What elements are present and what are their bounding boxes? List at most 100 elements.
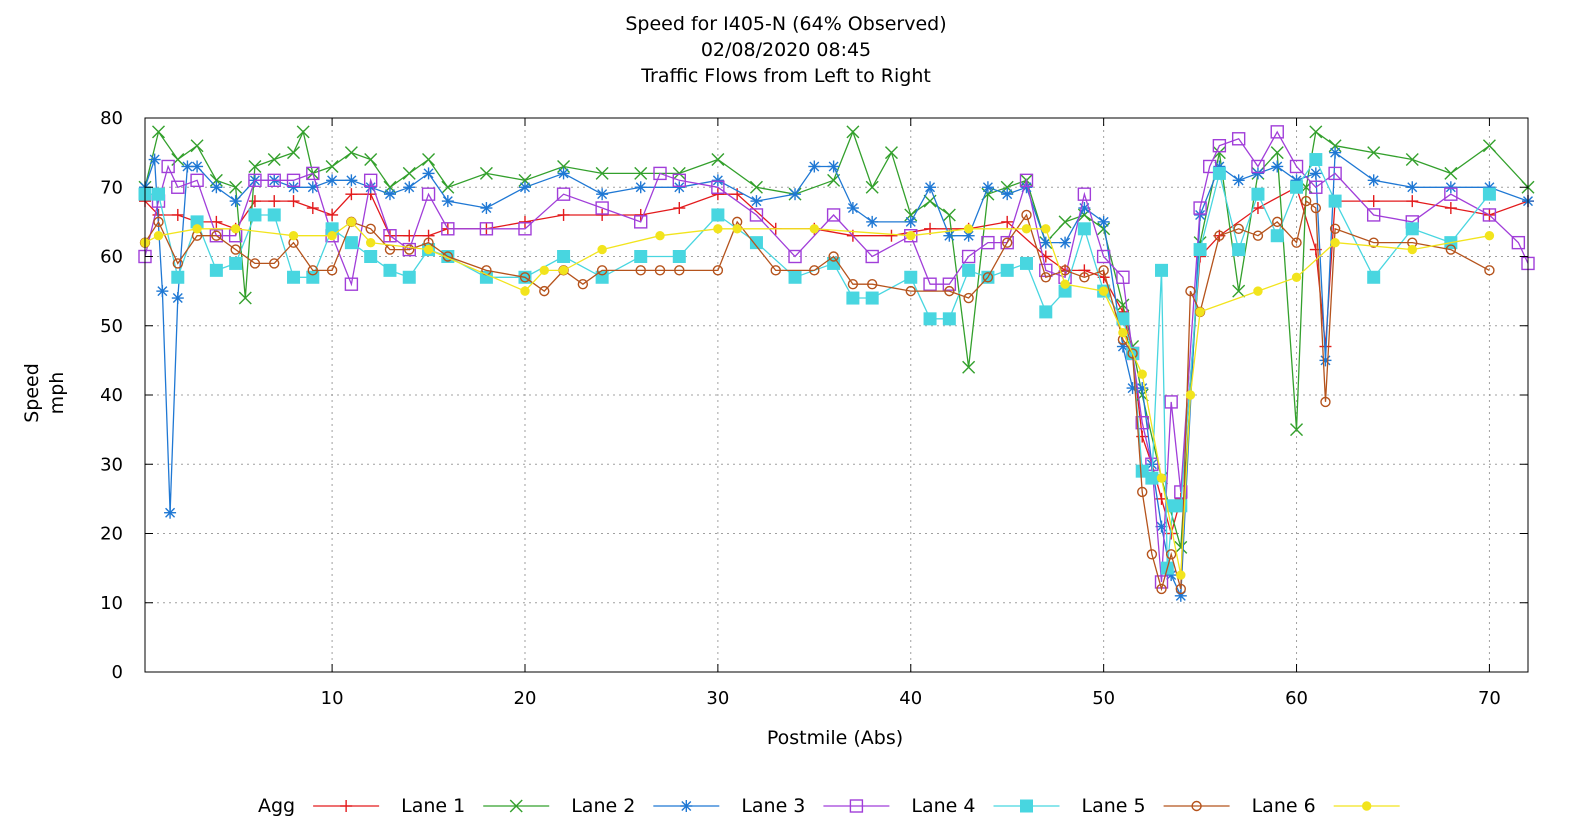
data-point xyxy=(1309,125,1323,139)
x-tick-label: 40 xyxy=(899,688,922,709)
data-point xyxy=(365,223,376,235)
data-point xyxy=(479,166,493,180)
data-point xyxy=(865,291,879,305)
data-point xyxy=(1444,166,1458,180)
data-point xyxy=(1232,174,1245,187)
data-point xyxy=(1156,583,1167,595)
data-point xyxy=(1127,348,1138,359)
data-point xyxy=(229,256,243,270)
data-point xyxy=(364,250,378,263)
data-point xyxy=(1232,243,1246,257)
data-point xyxy=(962,263,976,277)
data-point xyxy=(365,237,376,248)
data-point xyxy=(1290,423,1304,437)
data-point xyxy=(865,180,879,194)
data-point xyxy=(1212,166,1226,180)
legend-item: Lane 4 xyxy=(911,795,1060,817)
data-point xyxy=(1145,471,1159,485)
data-point xyxy=(1193,201,1207,215)
data-point xyxy=(1405,153,1419,167)
data-point xyxy=(577,279,589,290)
data-point xyxy=(344,277,359,291)
data-point xyxy=(1251,167,1264,180)
data-point xyxy=(711,188,724,201)
data-point xyxy=(597,244,607,255)
data-point xyxy=(557,167,570,180)
data-point xyxy=(344,146,358,160)
data-point xyxy=(326,208,339,221)
data-point xyxy=(634,250,648,263)
data-point xyxy=(1290,180,1304,194)
data-point xyxy=(963,292,974,304)
data-point xyxy=(1406,181,1419,194)
data-point xyxy=(1445,244,1457,255)
data-point xyxy=(164,506,177,519)
legend-label: Lane 2 xyxy=(571,795,635,817)
data-point xyxy=(942,277,957,291)
data-point xyxy=(1367,195,1380,208)
data-point xyxy=(596,208,609,221)
data-point xyxy=(846,202,859,215)
data-point xyxy=(518,222,532,236)
data-point xyxy=(1156,473,1167,483)
data-point xyxy=(808,160,821,173)
data-point xyxy=(595,166,609,180)
data-point xyxy=(171,208,184,221)
data-point xyxy=(1019,173,1034,188)
data-point xyxy=(1020,799,1033,813)
data-point xyxy=(828,251,839,262)
data-point xyxy=(1002,237,1013,248)
data-point xyxy=(1232,284,1246,298)
x-tick-label: 60 xyxy=(1285,688,1308,709)
data-point xyxy=(1096,249,1111,264)
data-point xyxy=(711,174,724,187)
data-point xyxy=(248,208,262,222)
legend-item: Lane 3 xyxy=(741,795,890,817)
data-point xyxy=(905,285,916,297)
data-point xyxy=(749,236,763,250)
data-point xyxy=(345,188,358,201)
data-point xyxy=(942,208,956,222)
data-point xyxy=(1097,222,1111,236)
data-point xyxy=(422,229,435,242)
data-point xyxy=(306,166,320,181)
data-point xyxy=(713,224,723,234)
axis-layer: 0 10 20 30 40 50 60 70 80 10 20 30 40 50 60 70 xyxy=(100,108,1529,709)
y-tick-label: 60 xyxy=(100,247,123,268)
data-point xyxy=(634,215,648,229)
data-point xyxy=(153,231,164,241)
series-lane-3 xyxy=(138,125,1535,589)
series-line xyxy=(144,200,1490,592)
data-point xyxy=(827,160,840,173)
data-point xyxy=(634,181,647,194)
data-point xyxy=(1329,146,1342,159)
legend-label: Lane 6 xyxy=(1252,795,1316,817)
data-point xyxy=(238,291,252,305)
data-point xyxy=(1251,187,1265,201)
data-point xyxy=(326,265,338,276)
y-axis-title-line-1: Speed xyxy=(21,363,43,423)
data-point xyxy=(1000,235,1014,250)
data-point xyxy=(885,229,898,242)
data-point xyxy=(944,285,955,297)
x-tick-label: 10 xyxy=(321,688,344,709)
x-axis-title: Postmile (Abs) xyxy=(767,727,903,749)
data-point xyxy=(344,236,358,250)
data-point xyxy=(1060,279,1070,289)
data-point xyxy=(788,249,802,264)
data-point xyxy=(672,173,686,188)
data-point xyxy=(1039,236,1052,249)
data-point xyxy=(1272,216,1283,228)
data-point xyxy=(229,180,243,194)
data-point xyxy=(171,292,184,305)
data-point xyxy=(306,202,319,215)
data-point xyxy=(809,224,820,234)
data-point xyxy=(288,231,299,241)
data-point xyxy=(156,285,169,298)
data-point xyxy=(248,173,262,188)
data-point xyxy=(383,188,396,201)
data-point xyxy=(942,312,956,326)
data-point xyxy=(190,173,204,188)
data-point xyxy=(749,180,763,194)
data-point xyxy=(846,125,860,139)
